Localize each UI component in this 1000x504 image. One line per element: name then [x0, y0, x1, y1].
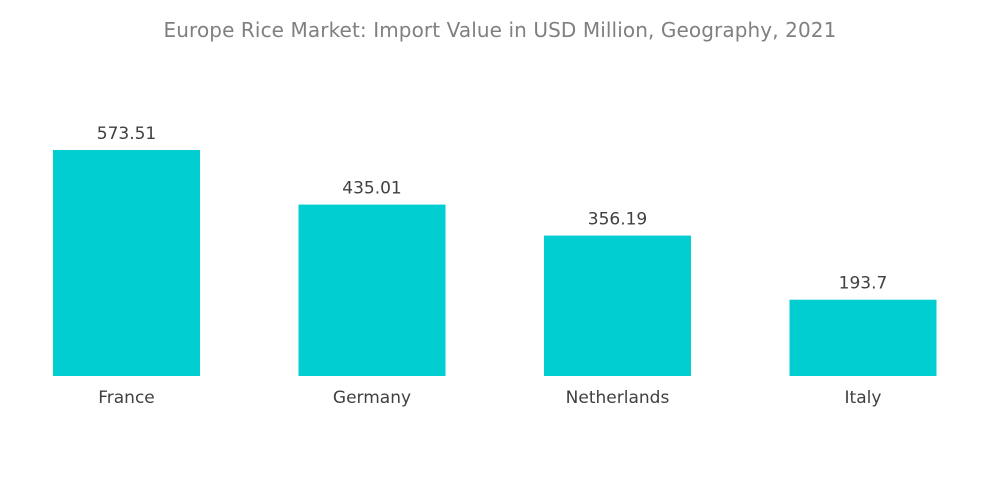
- bar-germany: [298, 204, 446, 376]
- category-label-netherlands: Netherlands: [566, 388, 670, 408]
- bars-group: [53, 150, 937, 376]
- value-label-france: 573.51: [97, 124, 156, 144]
- value-label-germany: 435.01: [342, 179, 401, 199]
- value-label-italy: 193.7: [839, 274, 888, 294]
- chart-title: Europe Rice Market: Import Value in USD …: [163, 18, 837, 42]
- category-labels-group: France Germany Netherlands Italy: [98, 388, 881, 408]
- category-label-france: France: [98, 388, 155, 408]
- value-labels-group: 573.51 435.01 356.19 193.7: [97, 124, 888, 294]
- bar-france: [53, 150, 200, 376]
- category-label-italy: Italy: [845, 388, 882, 408]
- bar-netherlands: [544, 235, 691, 376]
- category-label-germany: Germany: [333, 388, 411, 408]
- bar-italy: [789, 299, 937, 376]
- value-label-netherlands: 356.19: [588, 210, 647, 230]
